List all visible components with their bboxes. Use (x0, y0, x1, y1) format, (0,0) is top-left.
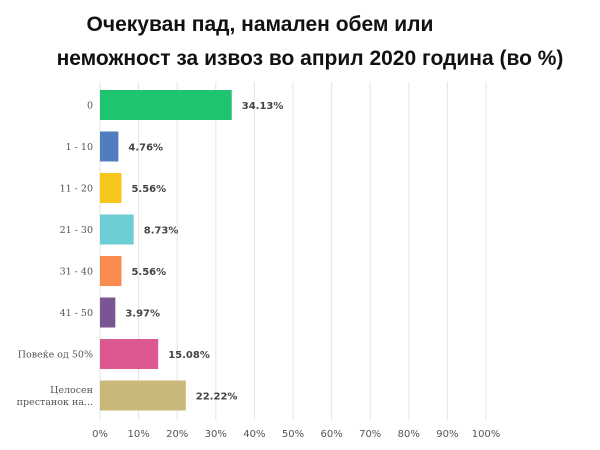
x-tick-label: 70% (359, 429, 381, 440)
category-label: 11 - 20 (60, 184, 93, 195)
category-label: 41 - 50 (60, 308, 93, 319)
x-tick-label: 0% (92, 429, 108, 440)
category-label: 31 - 40 (60, 267, 93, 278)
x-tick-label: 30% (205, 429, 227, 440)
bar (100, 131, 119, 162)
chart-title-line-2: неможност за извоз во април 2020 година … (56, 47, 564, 70)
bar (100, 90, 232, 120)
chart-title-line-1: Очекуван пад, намален обем или (86, 13, 434, 36)
value-label: 3.97% (125, 309, 160, 320)
value-label: 15.08% (168, 350, 210, 361)
bar (100, 380, 186, 411)
category-label: 0 (87, 101, 93, 112)
x-tick-label: 10% (127, 429, 149, 440)
bar (100, 297, 116, 328)
x-tick-label: 50% (282, 429, 304, 440)
value-label: 8.73% (144, 226, 179, 237)
x-tick-label: 80% (398, 429, 420, 440)
x-tick-label: 20% (166, 429, 188, 440)
bar (100, 214, 134, 245)
x-tick-label: 100% (472, 429, 501, 440)
value-label: 5.56% (131, 184, 166, 195)
x-tick-label: 60% (320, 429, 342, 440)
value-label: 34.13% (242, 101, 284, 112)
value-label: 5.56% (131, 267, 166, 278)
value-label: 4.76% (128, 143, 163, 154)
category-label: Целосен престанок на... (17, 385, 93, 408)
x-tick-label: 90% (436, 429, 458, 440)
bar (100, 339, 159, 369)
category-label: Повеќе од 50% (18, 350, 93, 361)
x-tick-label: 40% (243, 429, 265, 440)
bar (100, 173, 122, 203)
category-label: 21 - 30 (60, 225, 93, 236)
category-label: 1 - 10 (66, 142, 93, 153)
value-label: 22.22% (196, 392, 238, 403)
bar (100, 256, 122, 286)
chart-title: Очекуван пад, намален обем или неможност… (0, 8, 600, 76)
